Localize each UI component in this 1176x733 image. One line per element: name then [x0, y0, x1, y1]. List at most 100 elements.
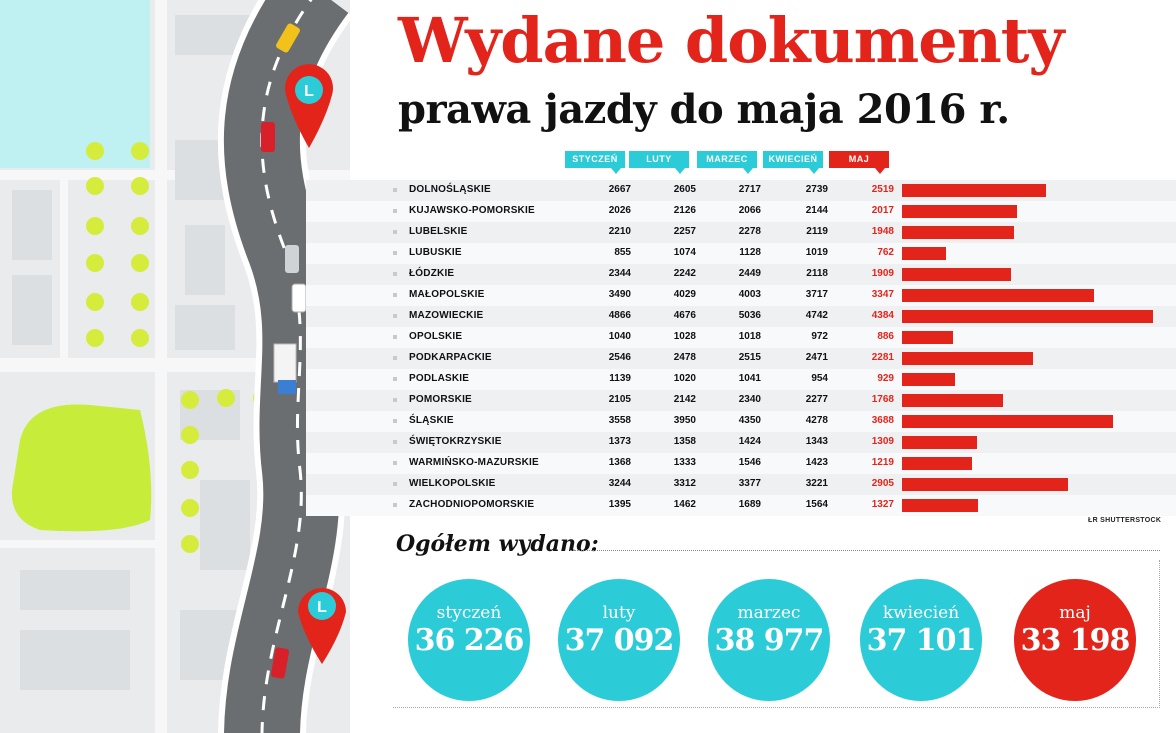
row-marker — [393, 398, 397, 402]
column-header-maj: MAJ — [829, 151, 889, 174]
value-cell: 1333 — [673, 457, 696, 468]
value-cell: 1041 — [738, 373, 761, 384]
value-cell: 2257 — [673, 226, 696, 237]
value-cell: 855 — [614, 247, 631, 258]
table-row: KUJAWSKO-POMORSKIE 2026 2126 2066 2144 2017 — [306, 201, 1176, 222]
value-cell: 1019 — [805, 247, 828, 258]
totals-dotted-line — [570, 550, 1160, 551]
table-row: WIELKOPOLSKIE 3244 3312 3377 3221 2905 — [306, 474, 1176, 495]
value-cell: 2210 — [608, 226, 631, 237]
maj-bar — [902, 205, 1017, 218]
maj-bar — [902, 331, 953, 344]
total-circle-maj: maj 33 198 — [1014, 579, 1136, 701]
total-value: 37 101 — [866, 623, 977, 658]
car-icon — [261, 122, 275, 152]
region-name: DOLNOŚLĄSKIE — [409, 184, 491, 195]
row-marker — [393, 419, 397, 423]
total-value: 33 198 — [1020, 623, 1131, 658]
value-cell: 2519 — [871, 184, 894, 195]
value-cell: 2119 — [806, 226, 828, 237]
row-marker — [393, 440, 397, 444]
region-name: OPOLSKIE — [409, 331, 463, 342]
value-cell: 1368 — [608, 457, 631, 468]
value-cell: 886 — [877, 331, 894, 342]
row-marker — [393, 377, 397, 381]
value-cell: 1689 — [738, 499, 761, 510]
table-row: ŚWIĘTOKRZYSKIE 1373 1358 1424 1343 1309 — [306, 432, 1176, 453]
value-cell: 3717 — [805, 289, 828, 300]
value-cell: 1139 — [609, 373, 631, 384]
value-cell: 4029 — [673, 289, 696, 300]
maj-bar — [902, 268, 1011, 281]
region-name: PODLASKIE — [409, 373, 470, 384]
location-pin-icon: L — [298, 588, 346, 664]
value-cell: 3490 — [608, 289, 631, 300]
value-cell: 4866 — [608, 310, 631, 321]
row-marker — [393, 188, 397, 192]
maj-bar — [902, 289, 1094, 302]
region-name: ŁÓDZKIE — [409, 268, 455, 279]
value-cell: 1564 — [805, 499, 828, 510]
row-marker — [393, 503, 397, 507]
maj-bar — [902, 415, 1113, 428]
table-row: MAŁOPOLSKIE 3490 4029 4003 3717 3347 — [306, 285, 1176, 306]
region-name: WIELKOPOLSKIE — [409, 478, 496, 489]
water-area — [0, 0, 150, 168]
maj-bar — [902, 352, 1033, 365]
value-cell: 5036 — [738, 310, 761, 321]
value-cell: 1358 — [673, 436, 696, 447]
regions-table: DOLNOŚLĄSKIE 2667 2605 2717 2739 2519 KUJAWSKO… — [306, 180, 1176, 516]
value-cell: 1395 — [608, 499, 631, 510]
row-marker — [393, 272, 397, 276]
value-cell: 3312 — [673, 478, 696, 489]
svg-text:L: L — [304, 83, 314, 100]
table-row: ZACHODNIOPOMORSKIE 1395 1462 1689 1564 1327 — [306, 495, 1176, 516]
value-cell: 3347 — [871, 289, 894, 300]
photo-credit: ŁR SHUTTERSTOCK — [1088, 517, 1162, 524]
maj-bar — [902, 184, 1046, 197]
value-cell: 3950 — [673, 415, 696, 426]
region-name: POMORSKIE — [409, 394, 472, 405]
total-circle-kwiecien: kwiecień 37 101 — [860, 579, 982, 701]
value-cell: 1040 — [608, 331, 631, 342]
location-pin-icon: L — [285, 64, 333, 148]
value-cell: 2546 — [608, 352, 631, 363]
value-cell: 2278 — [738, 226, 761, 237]
row-marker — [393, 314, 397, 318]
road-map-illustration: L L — [0, 0, 350, 733]
value-cell: 4350 — [738, 415, 761, 426]
column-header-luty: LUTY — [629, 151, 689, 174]
region-name: ŚLĄSKIE — [409, 415, 454, 426]
maj-bar — [902, 310, 1153, 323]
truck-icon — [273, 343, 297, 394]
value-cell: 1462 — [673, 499, 696, 510]
table-row: OPOLSKIE 1040 1028 1018 972 886 — [306, 327, 1176, 348]
region-name: LUBELSKIE — [409, 226, 468, 237]
value-cell: 1948 — [871, 226, 894, 237]
value-cell: 2142 — [673, 394, 696, 405]
total-value: 36 226 — [414, 623, 525, 658]
region-name: MAŁOPOLSKIE — [409, 289, 485, 300]
region-name: MAZOWIECKIE — [409, 310, 484, 321]
table-row: LUBELSKIE 2210 2257 2278 2119 1948 — [306, 222, 1176, 243]
table-row: LUBUSKIE 855 1074 1128 1019 762 — [306, 243, 1176, 264]
value-cell: 4676 — [673, 310, 696, 321]
table-row: DOLNOŚLĄSKIE 2667 2605 2717 2739 2519 — [306, 180, 1176, 201]
column-header-kwiecien: KWIECIEŃ — [763, 151, 823, 174]
value-cell: 2739 — [805, 184, 828, 195]
row-marker — [393, 230, 397, 234]
value-cell: 1028 — [673, 331, 696, 342]
chart-subtitle: prawa jazdy do maja 2016 r. — [398, 86, 1010, 133]
value-cell: 1546 — [738, 457, 761, 468]
value-cell: 4384 — [871, 310, 894, 321]
total-value: 37 092 — [564, 623, 675, 658]
value-cell: 2667 — [608, 184, 631, 195]
total-month: styczeń — [436, 603, 502, 623]
value-cell: 1128 — [739, 247, 761, 258]
region-name: KUJAWSKO-POMORSKIE — [409, 205, 535, 216]
value-cell: 3688 — [871, 415, 894, 426]
value-cell: 2905 — [871, 478, 894, 489]
value-cell: 2515 — [738, 352, 761, 363]
value-cell: 2118 — [806, 268, 828, 279]
value-cell: 4003 — [738, 289, 761, 300]
